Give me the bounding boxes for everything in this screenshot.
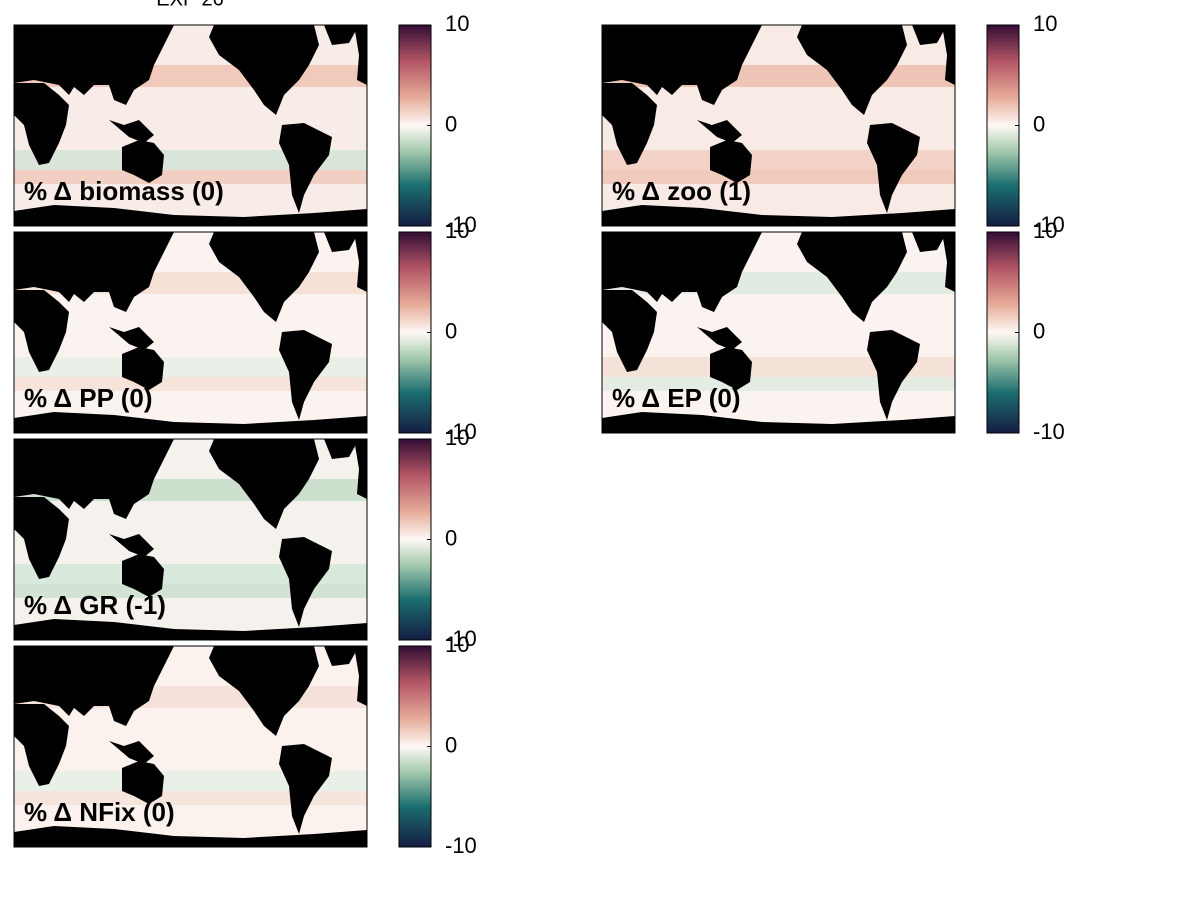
map-panel: % Δ NFix (0) 10 0 -10 (13, 632, 477, 858)
figure-title: EXP 26 (156, 0, 223, 10)
map-panel: % Δ GR (-1) 10 0 -10 (13, 425, 477, 651)
colorbar-tick-label: 0 (445, 732, 457, 757)
map-frame (13, 231, 368, 434)
panel-label: % Δ NFix (0) (24, 797, 175, 827)
colorbar (398, 231, 432, 434)
ocean-band (14, 791, 367, 805)
colorbar-tick-label: 0 (445, 111, 457, 136)
map-frame (13, 438, 368, 641)
map-panel: % Δ EP (0) 10 0 -10 (601, 218, 1065, 444)
colorbar-tick-label: 10 (445, 11, 469, 36)
colorbar-tick-label: 10 (1033, 11, 1057, 36)
colorbar-tick-label: 10 (445, 632, 469, 657)
ocean-band (14, 170, 367, 184)
panel-label: % Δ biomass (0) (24, 176, 224, 206)
ocean-band (14, 584, 367, 598)
colorbar (398, 24, 432, 227)
panel-label: % Δ PP (0) (24, 383, 153, 413)
ocean-band (14, 564, 367, 584)
colorbar (986, 231, 1020, 434)
ocean-band (14, 357, 367, 377)
map-frame (13, 645, 368, 848)
map-panel: % Δ biomass (0) 10 0 -10 (13, 11, 477, 237)
colorbar (398, 438, 432, 641)
map-frame (13, 24, 368, 227)
panel-label: % Δ EP (0) (612, 383, 741, 413)
colorbar-tick-label: -10 (445, 833, 477, 858)
colorbar (398, 645, 432, 848)
colorbar-tick-label: 10 (445, 218, 469, 243)
colorbar (986, 24, 1020, 227)
map-panel: % Δ zoo (1) 10 0 -10 (601, 11, 1065, 237)
ocean-band (602, 377, 955, 391)
colorbar-tick-label: -10 (1033, 419, 1065, 444)
panel-label: % Δ GR (-1) (24, 590, 166, 620)
ocean-band (602, 170, 955, 184)
colorbar-tick-label: -10 (445, 626, 477, 651)
map-frame (601, 24, 956, 227)
ocean-band (14, 150, 367, 170)
map-panel: % Δ PP (0) 10 0 -10 (13, 218, 477, 444)
colorbar-tick-label: -10 (1033, 212, 1065, 237)
colorbar-tick-label: 0 (1033, 111, 1045, 136)
colorbar-tick-label: -10 (445, 212, 477, 237)
colorbar-tick-label: 0 (445, 525, 457, 550)
map-frame (601, 231, 956, 434)
colorbar-tick-label: 10 (445, 425, 469, 450)
ocean-band (602, 150, 955, 170)
colorbar-tick-label: 0 (1033, 318, 1045, 343)
colorbar-tick-label: 0 (445, 318, 457, 343)
panel-label: % Δ zoo (1) (612, 176, 751, 206)
colorbar-tick-label: 10 (1033, 218, 1057, 243)
ocean-band (14, 771, 367, 791)
colorbar-tick-label: -10 (445, 419, 477, 444)
ocean-band (14, 377, 367, 391)
ocean-band (602, 357, 955, 377)
